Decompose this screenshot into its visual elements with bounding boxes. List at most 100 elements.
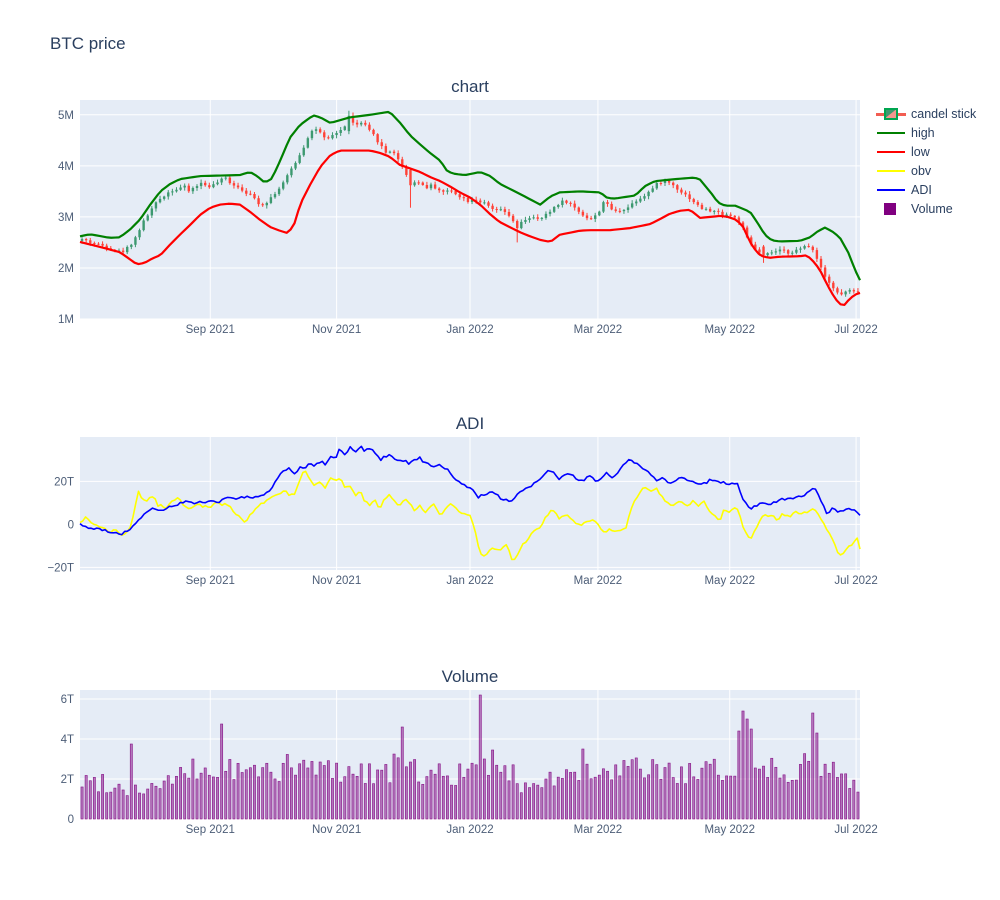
volume-bar: [675, 783, 679, 820]
candle-body: [758, 249, 761, 253]
volume-bar: [162, 780, 166, 820]
volume-bar: [638, 768, 642, 820]
candle-body: [721, 211, 724, 216]
volume-bar: [368, 763, 371, 820]
volume-bar: [290, 767, 293, 820]
volume-bar: [183, 773, 187, 820]
candle-body: [676, 185, 679, 190]
candle-body: [343, 126, 346, 130]
volume-bar: [692, 776, 696, 820]
volume-bar: [495, 764, 499, 820]
candle-body: [770, 252, 773, 254]
candle-body: [598, 211, 601, 216]
candle-body: [585, 215, 589, 219]
square-swatch-icon: [876, 202, 906, 216]
volume-bar: [745, 718, 749, 820]
candle-body: [384, 146, 388, 153]
candle-body: [442, 190, 445, 192]
volume-bar: [577, 780, 581, 820]
volume-bar: [429, 769, 433, 820]
volume-bar: [392, 753, 396, 820]
legend-label: low: [911, 144, 930, 159]
candle-body: [171, 191, 174, 193]
candle-body: [401, 159, 404, 167]
candle-body: [725, 214, 728, 216]
candle-body: [569, 202, 572, 204]
volume-bar: [409, 761, 412, 820]
candle-body: [360, 122, 363, 125]
candle-body: [323, 132, 326, 138]
candle-body: [212, 184, 215, 188]
candle-body: [544, 213, 548, 218]
volume-bar: [314, 774, 318, 820]
volume-bar: [285, 754, 289, 820]
volume-bar: [310, 761, 314, 820]
volume-bar: [749, 728, 753, 820]
volume-bar: [655, 764, 659, 820]
y-tick-label: 5M: [58, 110, 74, 122]
volume-bar: [277, 781, 281, 820]
volume-bar: [844, 773, 848, 820]
candle-body: [520, 221, 523, 229]
volume-bar: [125, 795, 129, 820]
candle-body: [680, 189, 683, 193]
volume-bar: [224, 770, 228, 820]
legend-item-adi[interactable]: ADI: [876, 180, 976, 199]
candle-body: [766, 253, 769, 256]
candle-body: [852, 290, 856, 292]
volume-bar: [134, 784, 137, 820]
legend-item-low[interactable]: low: [876, 142, 976, 161]
candle-body: [298, 155, 301, 163]
legend-label: high: [911, 125, 935, 140]
y-tick-label: 2T: [61, 774, 74, 786]
volume-bar: [478, 694, 482, 820]
candle-body: [696, 202, 700, 205]
volume-bar: [240, 772, 244, 820]
legend-item-high[interactable]: high: [876, 123, 976, 142]
volume-bar: [503, 765, 507, 820]
volume-bar: [782, 774, 786, 820]
volume-bar: [113, 787, 117, 820]
candle-body: [532, 217, 535, 219]
candle-body: [101, 243, 104, 246]
candle-body: [610, 203, 613, 210]
volume-bar: [807, 760, 811, 820]
candle-body: [557, 204, 560, 207]
x-tick-label: Sep 2021: [186, 324, 235, 336]
volume-bar: [437, 763, 441, 820]
volume-bar: [565, 769, 568, 820]
volume-bar: [244, 769, 248, 820]
candle-body: [273, 194, 277, 198]
legend-item-candelstick[interactable]: candel stick: [876, 104, 976, 123]
candle-body: [236, 185, 240, 188]
volume-bars: [80, 694, 860, 820]
candle-body: [581, 211, 585, 216]
volume-bar: [643, 777, 646, 820]
volume-bar: [811, 712, 815, 820]
volume-bar: [840, 773, 843, 820]
volume-bar: [507, 780, 511, 820]
candle-body: [635, 201, 638, 204]
candle-body: [154, 202, 158, 209]
volume-bar: [803, 753, 806, 820]
candle-body: [667, 180, 671, 183]
volume-bar: [606, 770, 609, 820]
candle-body: [672, 182, 675, 186]
volume-bar: [376, 769, 380, 820]
x-tick-label: Jan 2022: [446, 575, 493, 587]
candle-body: [474, 199, 478, 201]
candle-body: [737, 217, 741, 223]
candle-body: [815, 250, 819, 259]
volume-bar: [142, 793, 146, 820]
legend-item-volume[interactable]: Volume: [876, 199, 976, 218]
volume-bar: [511, 764, 515, 820]
volume-bar: [458, 763, 462, 820]
x-tick-label: May 2022: [704, 575, 755, 587]
legend-label: candel stick: [911, 106, 977, 121]
x-tick-label: Nov 2021: [312, 575, 361, 587]
legend-item-obv[interactable]: obv: [876, 161, 976, 180]
volume-bar: [294, 774, 297, 820]
volume-bar: [462, 776, 466, 820]
volume-bar: [569, 772, 572, 820]
volume-bar: [774, 766, 778, 820]
